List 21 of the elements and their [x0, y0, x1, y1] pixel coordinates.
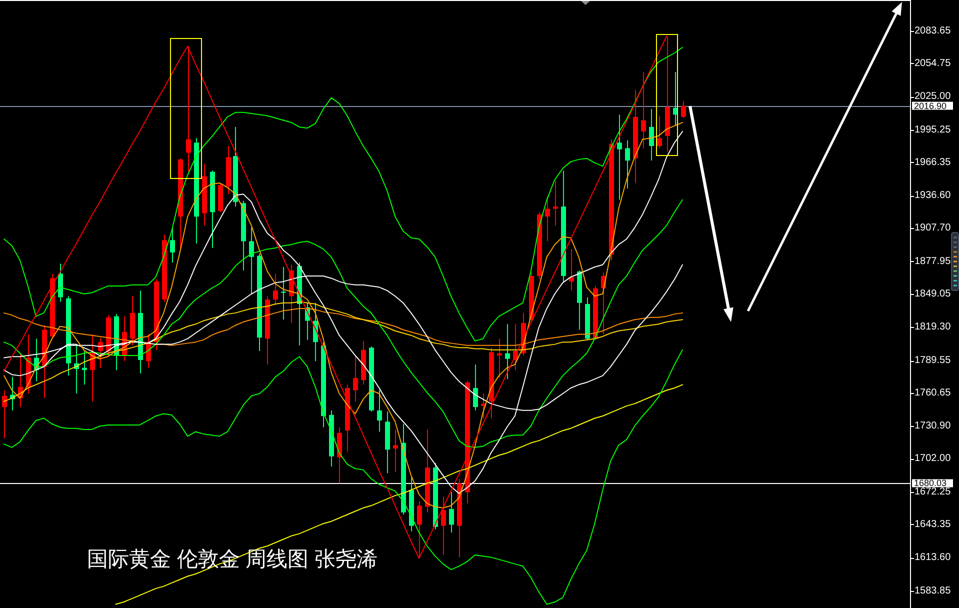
tick-label: 1849.05: [914, 288, 951, 300]
tick-label: 1702.00: [914, 453, 951, 464]
ref-line-label: 1680.03: [914, 478, 947, 488]
ref-line-label: 2016.90: [914, 100, 947, 111]
tick-label: 1730.90: [914, 420, 951, 432]
tick-label: 1995.25: [914, 124, 951, 136]
tick-label: 1583.85: [914, 585, 951, 596]
tick-label: 2054.75: [914, 58, 951, 69]
tick-label: 1789.55: [914, 355, 951, 366]
tick-label: 1643.35: [914, 518, 951, 530]
tick-label: 1966.35: [914, 156, 951, 168]
tick-label: 2025.00: [914, 91, 951, 102]
tick-label: 1672.25: [914, 486, 951, 498]
tick-label: 1819.30: [914, 322, 951, 333]
tick-label: 1936.60: [914, 190, 951, 202]
tick-label: 1907.70: [914, 222, 951, 234]
tick-label: 1760.65: [914, 387, 951, 398]
ref-label: 1680.03: [912, 478, 953, 488]
tick-label: 1613.60: [914, 552, 951, 564]
tick-label: 2083.65: [914, 25, 951, 36]
tick-label: 1877.95: [914, 256, 951, 267]
